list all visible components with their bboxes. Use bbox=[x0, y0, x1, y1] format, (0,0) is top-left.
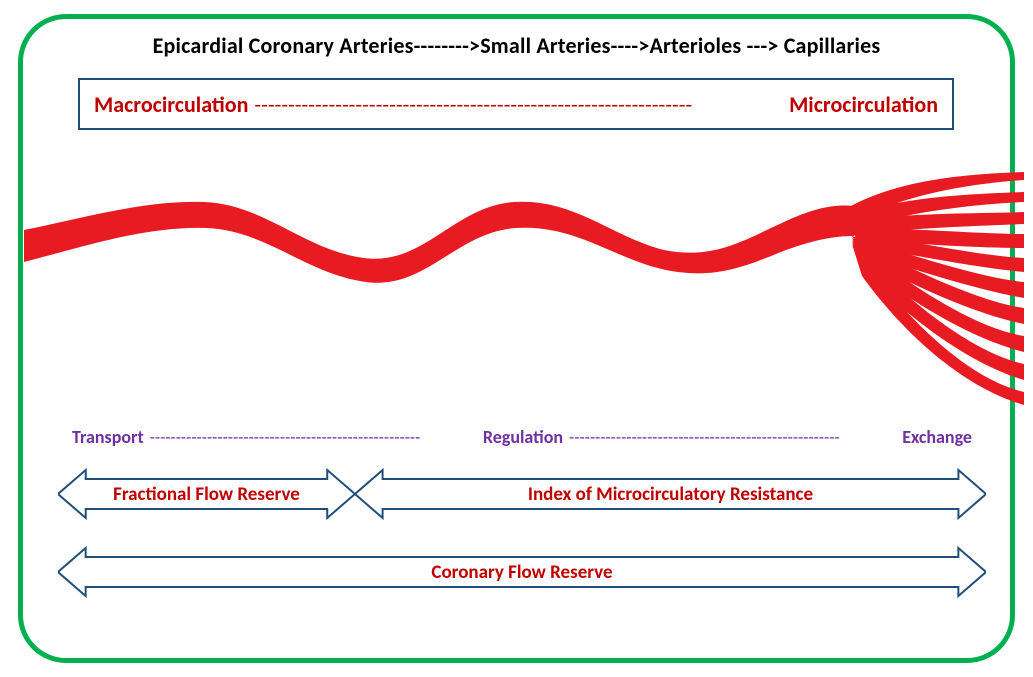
cfr-arrow: Coronary Flow Reserve bbox=[58, 544, 986, 600]
ffr-label: Fractional Flow Reserve bbox=[113, 483, 300, 506]
measurement-arrows-top: Fractional Flow Reserve Index of Microci… bbox=[58, 466, 986, 522]
artery-body bbox=[24, 202, 854, 283]
microcirculation-label: Microcirculation bbox=[789, 91, 938, 118]
function-row: Transport ------------------------------… bbox=[72, 424, 972, 450]
exchange-label: Exchange bbox=[902, 426, 972, 448]
macrocirculation-label: Macrocirculation bbox=[94, 91, 248, 118]
circulation-type-box: Macrocirculation -----------------------… bbox=[78, 78, 954, 130]
vessel-hierarchy-title: Epicardial Coronary Arteries-------->Sma… bbox=[0, 32, 1033, 59]
artery-capillary-illustration bbox=[24, 170, 1024, 405]
macro-dashes: ----------------------------------------… bbox=[254, 91, 789, 118]
imr-arrow: Index of Microcirculatory Resistance bbox=[355, 466, 986, 522]
imr-label: Index of Microcirculatory Resistance bbox=[528, 483, 813, 506]
measurement-arrows-bottom: Coronary Flow Reserve bbox=[58, 544, 986, 600]
regulation-label: Regulation bbox=[483, 426, 563, 448]
transport-label: Transport bbox=[72, 426, 144, 448]
function-dash-left: ----------------------------------------… bbox=[144, 427, 483, 448]
ffr-arrow: Fractional Flow Reserve bbox=[58, 466, 355, 522]
cfr-label: Coronary Flow Reserve bbox=[431, 561, 612, 584]
function-dash-right: ----------------------------------------… bbox=[563, 427, 902, 448]
capillary-fan bbox=[844, 172, 1024, 405]
